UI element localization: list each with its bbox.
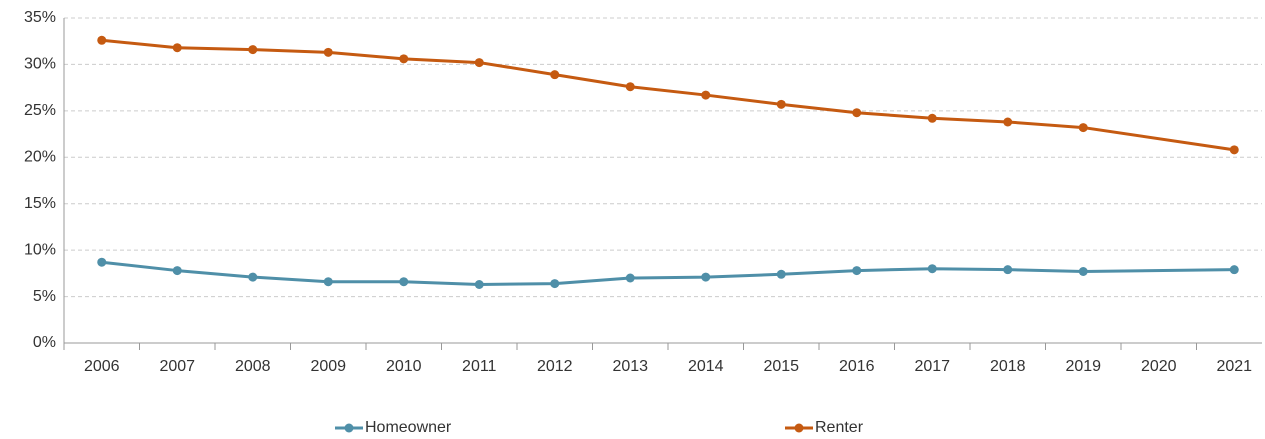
point [399, 277, 409, 287]
x-tick-label: 2013 [612, 358, 648, 375]
point [625, 273, 635, 283]
line [101, 260, 1235, 286]
point [927, 113, 937, 123]
point [323, 47, 333, 57]
x-tick-label: 2015 [763, 358, 799, 375]
x-tick-label: 2008 [235, 358, 271, 375]
point [701, 272, 711, 282]
point [1078, 267, 1088, 276]
y-tick-label: 10% [24, 241, 56, 258]
point [1003, 117, 1013, 127]
y-tick-label: 5% [33, 288, 56, 305]
y-tick-label: 35% [24, 9, 56, 26]
point [852, 108, 862, 118]
point [323, 277, 333, 287]
point [172, 43, 182, 53]
x-tick-label: 2011 [462, 358, 497, 375]
x-tick-label: 2010 [386, 358, 422, 375]
legend-marker [344, 423, 354, 433]
legend-marker [794, 423, 804, 433]
point [927, 264, 937, 274]
y-tick-label: 25% [24, 102, 56, 119]
point [399, 54, 409, 64]
point [1078, 123, 1088, 133]
x-tick-label: 2007 [159, 358, 195, 375]
x-tick-label: 2018 [990, 358, 1026, 375]
point [776, 99, 786, 109]
x-tick-label: 2021 [1216, 358, 1252, 375]
point [474, 280, 484, 289]
x-tick-label: 2006 [84, 358, 120, 375]
point [625, 82, 635, 92]
point [248, 45, 258, 55]
y-tick-label: 20% [24, 149, 56, 166]
point [776, 269, 786, 279]
legend-label: Renter [815, 419, 864, 436]
point [172, 266, 182, 276]
point [701, 90, 711, 100]
legend-label: Homeowner [365, 419, 452, 436]
point [1229, 265, 1239, 275]
x-tick-label: 2019 [1065, 358, 1101, 375]
y-tick-label: 30% [24, 56, 56, 73]
y-tick-label: 0% [33, 334, 56, 351]
x-tick-label: 2016 [839, 358, 875, 375]
point [550, 70, 560, 80]
point [97, 35, 107, 45]
x-tick-label: 2012 [537, 358, 573, 375]
point [852, 266, 862, 276]
point [97, 257, 107, 267]
x-tick-label: 2017 [914, 358, 950, 375]
x-tick-label: 2014 [688, 358, 724, 375]
point [1229, 145, 1239, 155]
x-tick-label: 2009 [310, 358, 346, 375]
point [1003, 265, 1013, 275]
point [248, 272, 258, 282]
y-tick-label: 15% [24, 195, 56, 212]
point [474, 58, 484, 68]
line [101, 38, 1235, 152]
point [550, 279, 560, 289]
x-tick-label: 2020 [1141, 358, 1177, 375]
